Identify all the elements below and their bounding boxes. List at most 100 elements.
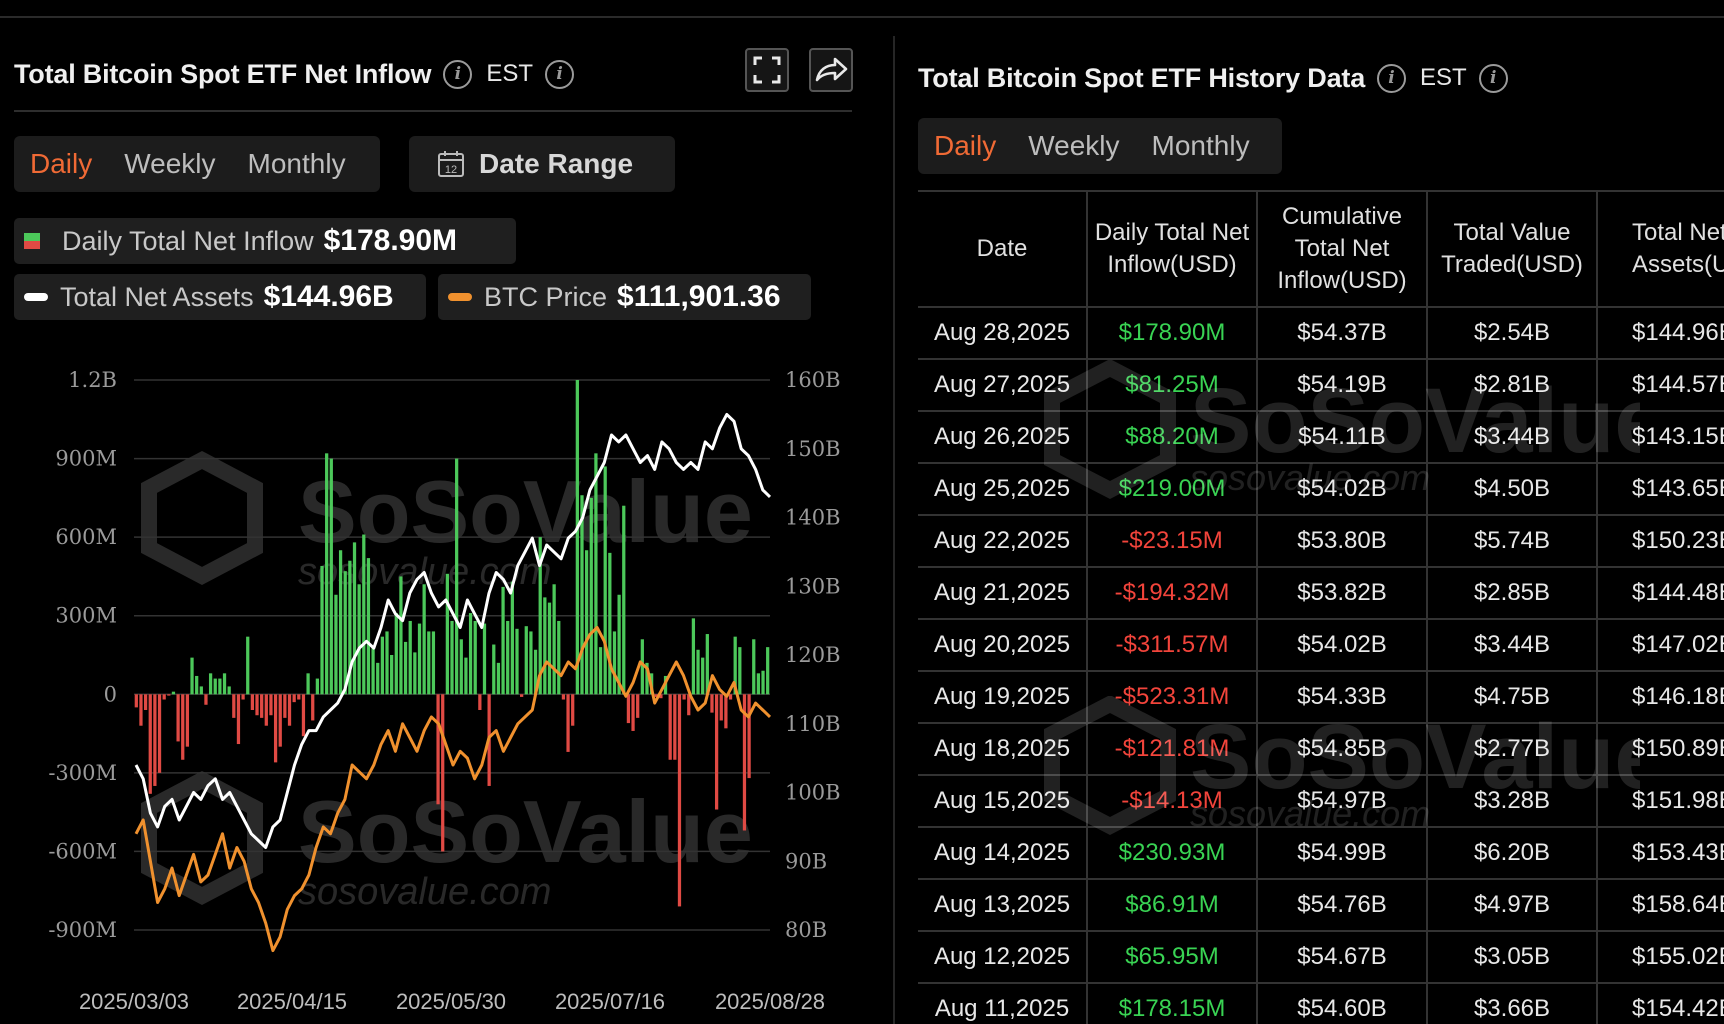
cell-net-assets: $144.96B [1597,307,1724,360]
inflow-bar [654,694,658,697]
inflow-bar [287,694,292,726]
inflow-bar [185,694,190,747]
inflow-bar [297,694,301,700]
inflow-bar [403,641,408,695]
timezone-info-icon[interactable]: i [545,59,575,89]
table-row[interactable]: Aug 13,2025$86.91M$54.76B$4.97B$158.64B [918,879,1724,932]
cell-cumulative-inflow: $54.67B [1257,931,1428,984]
y-right-tick-label: 100B [785,781,841,805]
table-body: Aug 28,2025$178.90M$54.37B$2.54B$144.96B… [918,307,1724,1024]
cell-value-traded: $4.75B [1427,671,1598,724]
table-row[interactable]: Aug 27,2025$81.25M$54.19B$2.81B$144.57B [918,359,1724,412]
inflow-bar [213,678,217,695]
inflow-bar [301,694,306,737]
table-row[interactable]: Aug 22,2025-$23.15M$53.80B$5.74B$150.23B [918,515,1724,568]
btc-price-swatch [448,293,472,301]
inflow-bar [417,623,422,695]
cell-value-traded: $3.05B [1427,931,1598,984]
inflow-bar [561,694,566,700]
inflow-bar [329,458,333,695]
legend-net-assets[interactable]: Total Net Assets $144.96B [14,274,426,320]
inflow-bar [515,628,519,695]
inflow-bar [459,639,463,695]
legend-inflow[interactable]: Daily Total Net Inflow $178.90M [14,218,516,264]
col-cumulative-inflow[interactable]: Cumulative Total Net Inflow(USD) [1257,190,1428,308]
cell-date: Aug 12,2025 [918,931,1088,984]
history-title: Total Bitcoin Spot ETF History Data [918,62,1366,93]
fullscreen-button[interactable] [745,48,789,92]
tab-daily[interactable]: Daily [30,148,93,179]
header-divider [14,110,852,112]
inflow-bar [645,662,649,695]
tab-weekly[interactable]: Weekly [124,148,216,179]
inflow-bar [139,694,143,726]
share-button[interactable] [809,48,853,92]
legend-btc-price[interactable]: BTC Price $111,901.36 [438,274,811,320]
inflow-bar [357,584,361,695]
y-right-tick-label: 130B [785,574,841,598]
table-row[interactable]: Aug 12,2025$65.95M$54.67B$3.05B$155.02B [918,931,1724,984]
table-row[interactable]: Aug 14,2025$230.93M$54.99B$6.20B$153.43B [918,827,1724,880]
y-left-tick-label: -600M [48,839,117,863]
inflow-bar [376,662,380,695]
inflow-bar [427,631,431,695]
y-left-tick-label: -300M [48,761,117,785]
top-border [0,16,1724,18]
cell-date: Aug 18,2025 [918,723,1088,776]
inflow-bar [320,565,324,695]
inflow-bar [218,678,222,695]
legend-btc-value: $111,901.36 [617,280,781,313]
cell-value-traded: $3.66B [1427,983,1598,1024]
cell-value-traded: $5.74B [1427,515,1598,568]
col-net-assets[interactable]: Total Net Assets(USD) [1597,190,1724,308]
inflow-bar [445,573,449,695]
table-row[interactable]: Aug 21,2025 -$194.32M $53.82B $2.85B $144.48… [918,567,1724,620]
table-row[interactable]: Aug 20,2025 -$311.57M $54.02B $3.44B $147.02… [918,619,1724,672]
inflow-bar [190,657,194,695]
history-interval-tabs: Daily Weekly Monthly [918,118,1282,174]
legend-inflow-value: $178.90M [323,224,458,257]
inflow-bar [171,691,176,695]
history-table-container[interactable]: Date Daily Total Net Inflow(USD) Cumulat… [918,190,1724,1024]
inflow-bar [241,694,245,700]
cell-date: Aug 26,2025 [918,411,1088,464]
table-row[interactable]: Aug 28,2025$178.90M$54.37B$2.54B$144.96B [918,307,1724,360]
inflow-bar [673,694,677,760]
col-date[interactable]: Date [918,190,1088,308]
cell-daily-inflow: -$23.15M [1087,515,1258,568]
inflow-bar [399,576,403,695]
chart-watermark-site: sosovalue.com [298,871,551,913]
table-row[interactable]: Aug 19,2025 -$523.31M $54.33B $4.75B $146.18… [918,671,1724,724]
history-info-icon[interactable]: i [1377,63,1407,93]
history-timezone-info-icon[interactable]: i [1478,63,1508,93]
inflow-bar [255,694,259,716]
inflow-bar [343,571,347,695]
net-assets-line [134,412,772,849]
table-row[interactable]: Aug 15,2025-$14.13M$54.97B$3.28B$151.98B [918,775,1724,828]
inflow-bar [408,620,412,695]
inflow-bar [334,594,338,695]
table-row[interactable]: Aug 26,2025$88.20M$54.11B$3.44B$143.15B [918,411,1724,464]
chart-watermark-brand: SoSoValue [298,782,753,881]
y-right-tick-label: 150B [785,437,841,461]
tab-monthly[interactable]: Monthly [247,148,346,179]
fullscreen-icon [753,56,781,84]
net-inflow-panel: Total Bitcoin Spot ETF Net Inflow i EST … [0,48,893,1024]
inflow-bar [766,647,770,695]
col-daily-inflow[interactable]: Daily Total Net Inflow(USD) [1087,190,1258,308]
x-tick-label: 2025/03/03 [79,989,189,1014]
table-row[interactable]: Aug 25,2025$219.00M$54.02B$4.50B$143.65B [918,463,1724,516]
table-row[interactable]: Aug 11,2025$178.15M$54.60B$3.66B$154.42B [918,983,1724,1024]
col-value-traded[interactable]: Total Value Traded(USD) [1427,190,1598,308]
inflow-bar [552,584,556,695]
cell-cumulative-inflow: $54.02B [1257,463,1428,516]
history-tab-daily[interactable]: Daily [934,130,997,161]
date-range-button[interactable]: 12 Date Range [409,136,675,192]
table-row[interactable]: Aug 18,2025 -$121.81M $54.85B $2.77B $150.89… [918,723,1724,776]
etf-net-inflow-chart[interactable]: SoSoValuesosovalue.comSoSoValuesosovalue… [0,350,893,1024]
history-tab-weekly[interactable]: Weekly [1028,130,1120,161]
info-icon[interactable]: i [443,59,473,89]
cell-daily-inflow: $81.25M [1087,359,1258,412]
history-tab-monthly[interactable]: Monthly [1151,130,1250,161]
inflow-bar [710,694,714,713]
